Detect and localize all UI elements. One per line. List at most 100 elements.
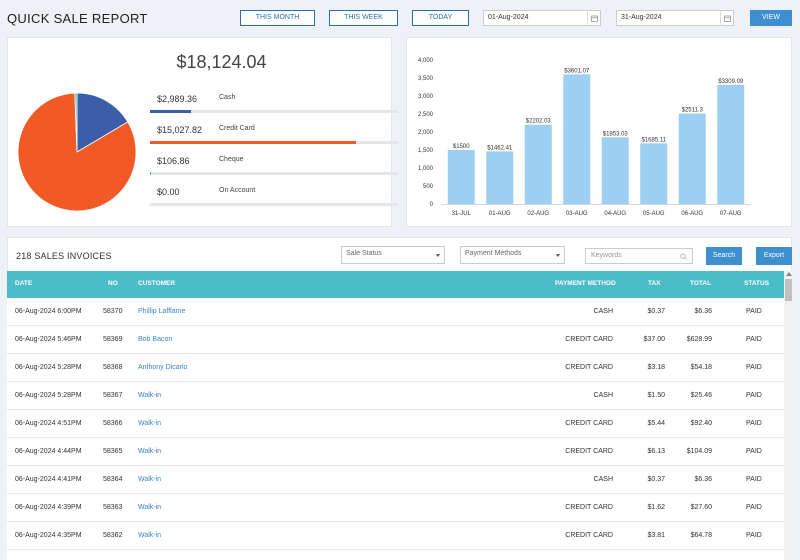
- invoice-number: 58366: [103, 420, 123, 427]
- export-button[interactable]: Export: [756, 247, 792, 265]
- bar-01-aug: [486, 151, 514, 204]
- customer-link[interactable]: Phillip Lafflame: [138, 308, 186, 315]
- bar-03-aug: [563, 74, 591, 204]
- payment-methods-select[interactable]: Payment Methods: [460, 246, 565, 264]
- this-month-button[interactable]: THIS MONTH: [240, 10, 315, 26]
- payment-amount: $15,027.82: [157, 125, 203, 135]
- column-header-status[interactable]: STATUS: [744, 280, 770, 287]
- tax-amount: $1.62: [647, 504, 665, 511]
- invoice-number: 58367: [103, 392, 123, 399]
- x-tick-label: 06-AUG: [681, 211, 703, 217]
- total-amount-cell: $6.36: [694, 476, 712, 483]
- total-amount-cell: $104.09: [686, 448, 712, 455]
- customer-link[interactable]: Walk-in: [138, 504, 162, 511]
- customer-link[interactable]: Bob Bacon: [138, 336, 173, 343]
- y-tick-label: 3,000: [418, 94, 434, 100]
- table-row[interactable]: 06-Aug-2024 5:28PM 58368 Anthony Dicarlo CR…: [7, 354, 784, 382]
- table-row[interactable]: 06-Aug-2024 4:39PM 58363 Walk-in CREDIT CAR…: [7, 494, 784, 522]
- payment-label: Cash: [219, 94, 236, 101]
- payment-label: Credit Card: [219, 125, 255, 132]
- column-header-total[interactable]: TOTAL: [690, 280, 712, 287]
- invoice-number: 58369: [103, 336, 123, 343]
- invoice-number: 58364: [103, 476, 123, 483]
- invoice-status: PAID: [746, 448, 762, 455]
- scroll-up-icon[interactable]: [785, 272, 792, 276]
- invoice-date: 06-Aug-2024 4:51PM: [15, 420, 82, 427]
- payment-method: CREDIT CARD: [565, 448, 613, 455]
- view-button[interactable]: VIEW: [750, 10, 792, 26]
- invoice-date: 06-Aug-2024 4:39PM: [15, 504, 82, 511]
- invoice-number: 58368: [103, 364, 123, 371]
- table-row[interactable]: 06-Aug-2024 4:35PM 58362 Walk-in CREDIT CAR…: [7, 522, 784, 550]
- table-row[interactable]: 06-Aug-2024 4:51PM 58366 Walk-in CREDIT CAR…: [7, 410, 784, 438]
- invoice-number: 58370: [103, 308, 123, 315]
- payment-pie-chart: [17, 92, 137, 212]
- scroll-thumb[interactable]: [785, 279, 792, 301]
- column-header-date[interactable]: DATE: [15, 280, 33, 287]
- bar-value-label: $2511.3: [682, 108, 704, 114]
- invoice-status: PAID: [746, 420, 762, 427]
- keywords-input[interactable]: Keywords: [585, 248, 693, 264]
- invoice-number: 58363: [103, 504, 123, 511]
- total-amount-cell: $27.60: [690, 504, 712, 511]
- invoice-date: 06-Aug-2024 4:44PM: [15, 448, 82, 455]
- calendar-icon[interactable]: [587, 10, 601, 26]
- date-to-input[interactable]: 31-Aug-2024: [616, 10, 734, 26]
- customer-link[interactable]: Walk-in: [138, 476, 162, 483]
- bar-value-label: $1853.03: [603, 131, 629, 137]
- customer-link[interactable]: Walk-in: [138, 420, 162, 427]
- tax-amount: $0.37: [647, 476, 665, 483]
- column-header-payment-method[interactable]: PAYMENT METHOD: [555, 280, 616, 287]
- payment-track: [150, 110, 398, 113]
- column-header-no[interactable]: NO: [108, 280, 118, 287]
- table-row[interactable]: 06-Aug-2024 4:44PM 58365 Walk-in CREDIT CAR…: [7, 438, 784, 466]
- table-scrollbar[interactable]: [784, 271, 793, 560]
- today-button[interactable]: TODAY: [412, 10, 469, 26]
- chevron-down-icon: [556, 254, 560, 257]
- x-tick-label: 31-JUL: [452, 211, 472, 217]
- y-tick-label: 1,000: [418, 166, 434, 172]
- invoice-date: 06-Aug-2024 5:28PM: [15, 364, 82, 371]
- invoice-status: PAID: [746, 392, 762, 399]
- x-tick-label: 04-AUG: [604, 211, 626, 217]
- invoices-title: 218 SALES INVOICES: [16, 251, 112, 261]
- y-tick-label: 2,500: [418, 112, 434, 118]
- calendar-icon[interactable]: [720, 10, 734, 26]
- payment-track: [150, 203, 398, 206]
- customer-link[interactable]: Walk-in: [138, 532, 162, 539]
- sale-status-placeholder: Sale Status: [346, 250, 382, 257]
- invoice-status: PAID: [746, 336, 762, 343]
- x-tick-label: 03-AUG: [566, 211, 588, 217]
- search-button[interactable]: Search: [706, 247, 742, 265]
- payment-amount: $106.86: [157, 156, 190, 166]
- keywords-placeholder: Keywords: [591, 252, 622, 259]
- payment-method: CREDIT CARD: [565, 420, 613, 427]
- column-header-customer[interactable]: CUSTOMER: [138, 280, 176, 287]
- x-tick-label: 05-AUG: [643, 211, 665, 217]
- bar-04-aug: [601, 137, 629, 204]
- header-bar: QUICK SALE REPORT THIS MONTH THIS WEEK T…: [0, 0, 800, 36]
- payment-method: CREDIT CARD: [565, 504, 613, 511]
- customer-link[interactable]: Walk-in: [138, 448, 162, 455]
- table-row[interactable]: 06-Aug-2024 5:28PM 58367 Walk-in CASH $1.50 $…: [7, 382, 784, 410]
- this-week-button[interactable]: THIS WEEK: [329, 10, 398, 26]
- y-tick-label: 3,500: [418, 76, 434, 82]
- payment-row-credit-card: $15,027.82 Credit Card: [150, 125, 398, 155]
- invoice-date: 06-Aug-2024 4:35PM: [15, 532, 82, 539]
- payment-label: On Account: [219, 187, 256, 194]
- column-header-tax[interactable]: TAX: [648, 280, 661, 287]
- table-row[interactable]: 06-Aug-2024 4:41PM 58364 Walk-in CASH $0.37 $…: [7, 466, 784, 494]
- date-from-input[interactable]: 01-Aug-2024: [483, 10, 601, 26]
- payment-track: [150, 172, 398, 175]
- table-row[interactable]: 06-Aug-2024 5:46PM 58369 Bob Bacon CREDIT C…: [7, 326, 784, 354]
- payment-row-cheque: $106.86 Cheque: [150, 156, 398, 186]
- sale-status-select[interactable]: Sale Status: [341, 246, 445, 264]
- table-row[interactable]: 06-Aug-2024 6:00PM 58370 Phillip Lafflame C…: [7, 298, 784, 326]
- customer-link[interactable]: Anthony Dicarlo: [138, 364, 188, 371]
- customer-link[interactable]: Walk-in: [138, 392, 162, 399]
- bar-value-label: $1462.41: [487, 145, 513, 151]
- bar-value-label: $1500: [453, 144, 470, 150]
- page-title: QUICK SALE REPORT: [7, 11, 148, 26]
- payment-fill: [150, 172, 152, 175]
- invoice-status: PAID: [746, 504, 762, 511]
